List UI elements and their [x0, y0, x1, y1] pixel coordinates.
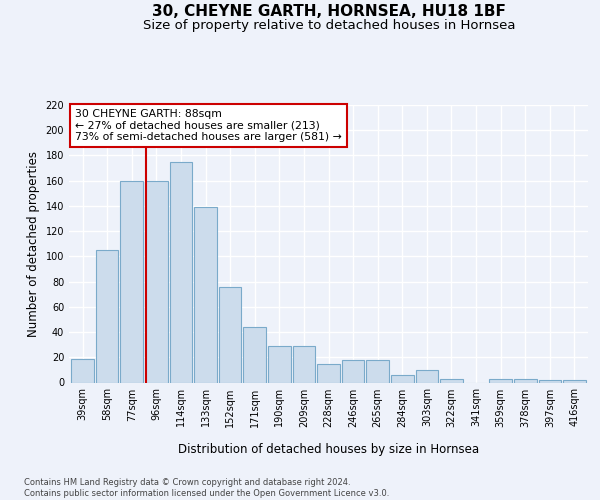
Bar — [416, 370, 438, 382]
Bar — [539, 380, 561, 382]
Bar — [145, 180, 167, 382]
Bar — [244, 327, 266, 382]
Bar — [71, 358, 94, 382]
Bar — [367, 360, 389, 382]
Bar — [317, 364, 340, 382]
Text: 30, CHEYNE GARTH, HORNSEA, HU18 1BF: 30, CHEYNE GARTH, HORNSEA, HU18 1BF — [152, 4, 506, 19]
Bar — [391, 375, 413, 382]
Bar — [342, 360, 364, 382]
Text: Size of property relative to detached houses in Hornsea: Size of property relative to detached ho… — [143, 18, 515, 32]
Bar — [490, 378, 512, 382]
Bar — [514, 378, 536, 382]
Bar — [170, 162, 192, 382]
Text: 30 CHEYNE GARTH: 88sqm
← 27% of detached houses are smaller (213)
73% of semi-de: 30 CHEYNE GARTH: 88sqm ← 27% of detached… — [75, 109, 342, 142]
Bar — [96, 250, 118, 382]
Bar — [268, 346, 290, 383]
Bar — [194, 207, 217, 382]
Y-axis label: Number of detached properties: Number of detached properties — [27, 151, 40, 337]
Bar — [293, 346, 315, 383]
Text: Distribution of detached houses by size in Hornsea: Distribution of detached houses by size … — [178, 442, 479, 456]
Bar — [219, 286, 241, 382]
Bar — [440, 378, 463, 382]
Bar — [563, 380, 586, 382]
Bar — [121, 180, 143, 382]
Text: Contains HM Land Registry data © Crown copyright and database right 2024.
Contai: Contains HM Land Registry data © Crown c… — [24, 478, 389, 498]
